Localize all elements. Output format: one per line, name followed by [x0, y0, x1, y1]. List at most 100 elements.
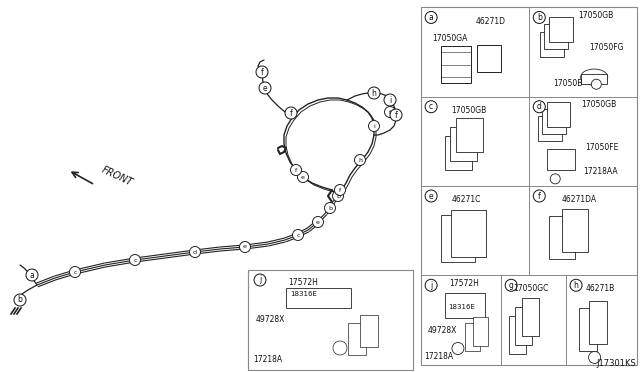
Bar — [548, 217, 575, 259]
Text: b: b — [17, 295, 22, 305]
Bar — [538, 116, 562, 141]
Circle shape — [533, 190, 545, 202]
Text: j: j — [430, 281, 432, 290]
Circle shape — [550, 174, 560, 184]
Circle shape — [324, 202, 335, 214]
Bar — [548, 17, 573, 42]
Circle shape — [312, 217, 323, 228]
Text: b: b — [537, 13, 541, 22]
Bar — [286, 288, 351, 308]
Bar — [440, 215, 475, 262]
Text: e: e — [262, 83, 268, 93]
Circle shape — [259, 82, 271, 94]
Bar — [515, 307, 532, 345]
Circle shape — [425, 279, 437, 291]
Bar — [579, 308, 598, 351]
Text: f: f — [395, 110, 397, 119]
Text: c: c — [296, 232, 300, 237]
Bar — [465, 323, 479, 351]
Text: 17218A: 17218A — [253, 355, 282, 364]
Bar — [348, 323, 366, 355]
Text: h: h — [358, 157, 362, 163]
Circle shape — [355, 154, 365, 166]
Circle shape — [333, 190, 344, 202]
Circle shape — [291, 164, 301, 176]
Text: f: f — [538, 192, 541, 201]
Circle shape — [369, 121, 380, 131]
Circle shape — [14, 294, 26, 306]
Text: J17301KS: J17301KS — [596, 359, 636, 368]
Text: 17050B: 17050B — [553, 79, 582, 88]
Bar — [589, 301, 607, 344]
Bar — [522, 298, 539, 336]
Text: 18316E: 18316E — [449, 304, 476, 310]
Bar — [547, 102, 570, 127]
Text: 17572H: 17572H — [449, 279, 479, 288]
Text: h: h — [372, 89, 376, 97]
Text: c: c — [429, 102, 433, 111]
Circle shape — [70, 266, 81, 278]
Text: 17050GB: 17050GB — [581, 100, 616, 109]
Bar — [562, 209, 588, 252]
Text: h: h — [573, 281, 579, 290]
Text: c: c — [73, 269, 77, 275]
Text: f: f — [290, 109, 292, 118]
Circle shape — [390, 109, 402, 121]
Circle shape — [452, 343, 464, 355]
Bar — [477, 45, 501, 72]
Text: 46271D: 46271D — [475, 16, 505, 26]
Bar — [456, 118, 483, 152]
Text: d: d — [193, 250, 197, 254]
Text: 17050GC: 17050GC — [513, 284, 548, 294]
Text: c: c — [133, 257, 137, 263]
Text: b: b — [328, 205, 332, 211]
Bar — [540, 32, 564, 57]
Circle shape — [26, 269, 38, 281]
Circle shape — [533, 12, 545, 23]
Circle shape — [254, 274, 266, 286]
Text: 46271B: 46271B — [586, 284, 615, 294]
Text: e: e — [243, 244, 247, 250]
Bar — [451, 210, 486, 257]
Bar — [473, 317, 488, 346]
Text: 49728X: 49728X — [256, 315, 285, 324]
Circle shape — [368, 87, 380, 99]
Text: 17050FE: 17050FE — [586, 143, 619, 152]
Bar — [451, 127, 477, 161]
Text: 49728X: 49728X — [428, 326, 457, 335]
Text: 17050FG: 17050FG — [589, 43, 623, 52]
Circle shape — [533, 101, 545, 113]
Ellipse shape — [580, 69, 608, 85]
Bar — [421, 7, 637, 365]
Text: 17050GA: 17050GA — [432, 34, 467, 44]
Text: 17050GB: 17050GB — [451, 106, 486, 115]
Circle shape — [292, 230, 303, 241]
Text: j: j — [259, 276, 261, 285]
Text: i: i — [373, 124, 375, 128]
Circle shape — [589, 352, 600, 363]
Text: b: b — [336, 193, 340, 199]
Text: g: g — [509, 281, 513, 290]
Text: f: f — [389, 109, 391, 115]
Bar — [542, 109, 566, 134]
Circle shape — [505, 279, 517, 291]
Text: 17218A: 17218A — [424, 352, 454, 361]
Bar — [581, 74, 607, 84]
Circle shape — [239, 241, 250, 253]
Bar — [440, 46, 471, 83]
Circle shape — [129, 254, 141, 266]
Text: FRONT: FRONT — [100, 164, 134, 187]
Bar — [545, 25, 568, 49]
Circle shape — [333, 341, 347, 355]
Circle shape — [384, 94, 396, 106]
Text: f: f — [339, 187, 341, 192]
Text: e: e — [316, 219, 320, 224]
Circle shape — [285, 107, 297, 119]
Circle shape — [425, 101, 437, 113]
Circle shape — [256, 66, 268, 78]
Circle shape — [335, 185, 346, 196]
Text: 17050GB: 17050GB — [578, 11, 613, 20]
Text: f: f — [295, 167, 297, 173]
Bar — [445, 136, 472, 170]
Text: 17572H: 17572H — [288, 278, 318, 287]
